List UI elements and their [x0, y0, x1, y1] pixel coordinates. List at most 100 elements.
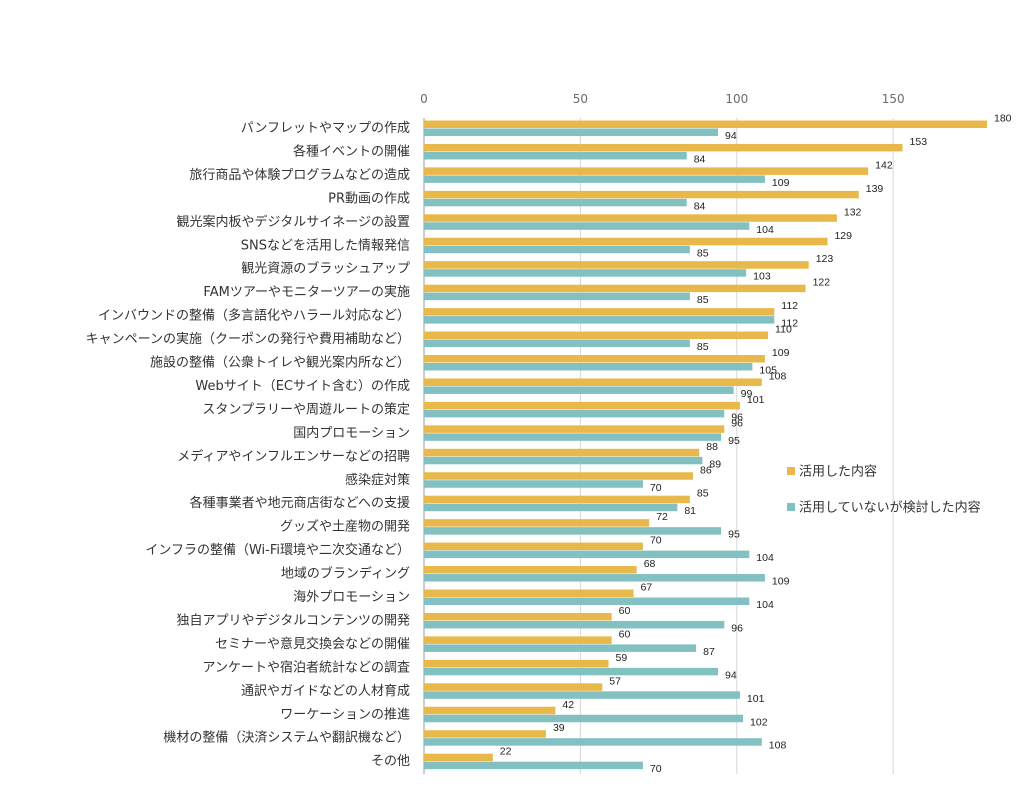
- value-label-used: 70: [650, 535, 662, 547]
- value-label-considered: 95: [728, 435, 740, 447]
- category-label: インバウンドの整備（多言語化やハラール対応など）: [98, 308, 410, 324]
- value-label-considered: 94: [725, 130, 737, 142]
- value-label-used: 129: [834, 230, 852, 242]
- bar-used: [424, 753, 493, 762]
- bar-used: [424, 706, 556, 715]
- bar-considered: [424, 503, 678, 512]
- bar-used: [424, 425, 725, 433]
- value-label-considered: 105: [759, 365, 777, 377]
- value-label-considered: 81: [684, 505, 696, 517]
- bar-considered: [424, 222, 750, 230]
- value-label-considered: 108: [769, 740, 787, 752]
- bar-used: [424, 401, 740, 410]
- value-label-considered: 96: [731, 622, 743, 634]
- value-label-considered: 96: [731, 411, 743, 423]
- value-label-considered: 102: [750, 716, 768, 728]
- bar-used: [424, 331, 769, 340]
- value-label-used: 153: [910, 136, 928, 148]
- value-label-considered: 84: [694, 200, 706, 212]
- bar-used: [424, 636, 612, 644]
- category-label: ワーケーションの推進: [280, 707, 410, 722]
- bar-used: [424, 378, 762, 386]
- bar-used: [424, 566, 637, 574]
- value-label-considered: 103: [753, 271, 771, 283]
- category-label: 通訳やガイドなどの人材育成: [241, 683, 410, 699]
- category-label: その他: [371, 754, 410, 769]
- bar-considered: [424, 644, 697, 652]
- value-label-used: 132: [844, 206, 862, 218]
- legend-label-considered: 活用していないが検討した内容: [799, 500, 981, 516]
- bar-considered: [424, 480, 643, 488]
- category-label: パンフレットやマップの作成: [241, 121, 410, 136]
- x-tick-label: 50: [573, 92, 588, 106]
- bar-considered: [424, 151, 687, 160]
- category-label: 国内プロモーション: [293, 425, 410, 441]
- bar-considered: [424, 386, 734, 394]
- value-label-used: 72: [656, 511, 668, 523]
- value-label-considered: 70: [650, 482, 662, 494]
- category-label: 独自アプリやデジタルコンテンツの開発: [177, 612, 410, 628]
- category-label: インフラの整備（Wi-Fi環境や二次交通など）: [145, 542, 410, 558]
- bar-used: [424, 120, 987, 128]
- bar-used: [424, 495, 690, 504]
- bar-considered: [424, 527, 722, 535]
- bar-used: [424, 284, 806, 293]
- bar-considered: [424, 339, 690, 348]
- x-tick-label: 150: [882, 92, 905, 106]
- bars: [424, 120, 987, 770]
- value-label-used: 60: [619, 605, 631, 617]
- category-label: PR動画の作成: [328, 191, 410, 206]
- value-labels: 180 94 153 84 142 109 139 84 132 104 129 85 123 103 12…: [500, 113, 1012, 776]
- bar-used: [424, 237, 828, 246]
- value-label-used: 122: [813, 277, 831, 289]
- value-label-used: 67: [641, 582, 653, 594]
- value-label-considered: 85: [697, 247, 709, 259]
- category-label: FAMツアーやモニターツアーの実施: [203, 284, 410, 300]
- value-label-used: 112: [781, 300, 798, 312]
- value-label-considered: 104: [756, 599, 774, 611]
- value-label-used: 60: [619, 628, 631, 640]
- category-label: グッズや土産物の開発: [280, 519, 410, 535]
- value-label-used: 22: [500, 746, 512, 758]
- bar-considered: [424, 761, 643, 770]
- value-label-used: 39: [553, 722, 565, 734]
- bar-considered: [424, 574, 765, 582]
- category-label: 機材の整備（決済システムや翻訳機など）: [163, 730, 410, 746]
- category-label: 海外プロモーション: [293, 590, 410, 605]
- x-tick-label: 0: [420, 92, 428, 106]
- bar-used: [424, 659, 609, 668]
- value-label-used: 68: [644, 558, 656, 570]
- bar-considered: [424, 175, 765, 183]
- value-label-used: 86: [700, 464, 712, 476]
- bar-considered: [424, 316, 775, 324]
- x-axis-ticks: 0 50 100 150: [420, 92, 904, 106]
- category-label: 旅行商品や体験プログラムなどの造成: [189, 168, 410, 183]
- category-label: スタンプラリーや周遊ルートの策定: [202, 401, 410, 417]
- value-label-considered: 101: [747, 693, 765, 705]
- legend-swatch-considered: [787, 503, 795, 511]
- bar-considered: [424, 550, 750, 559]
- bar-used: [424, 612, 612, 621]
- value-label-used: 109: [772, 347, 790, 359]
- value-label-used: 101: [747, 394, 765, 406]
- x-tick-label: 100: [725, 92, 748, 106]
- value-label-considered: 70: [650, 763, 662, 775]
- value-label-used: 139: [866, 183, 884, 195]
- bar-used: [424, 519, 650, 527]
- value-label-considered: 84: [694, 153, 706, 165]
- bar-considered: [424, 738, 762, 746]
- bar-considered: [424, 456, 703, 465]
- bar-used: [424, 143, 903, 152]
- value-label-considered: 99: [741, 388, 753, 400]
- category-label: Webサイト（ECサイト含む）の作成: [195, 378, 410, 394]
- value-label-used: 108: [769, 370, 787, 382]
- value-label-used: 85: [697, 488, 709, 500]
- bar-used: [424, 542, 643, 551]
- value-label-used: 123: [816, 253, 834, 265]
- bar-considered: [424, 363, 753, 371]
- bar-used: [424, 355, 765, 363]
- value-label-used: 42: [562, 699, 574, 711]
- category-label: メディアやインフルエンサーなどの招聘: [177, 448, 410, 464]
